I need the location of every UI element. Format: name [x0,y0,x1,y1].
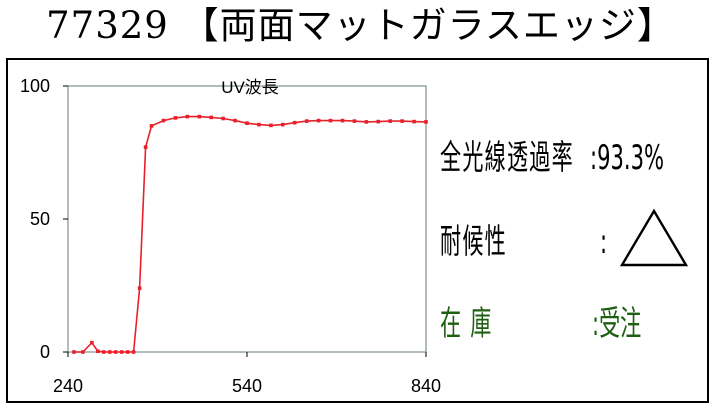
durability-label: 耐候性 [440,222,507,262]
data-point [143,145,148,149]
data-point [102,350,106,354]
data-point [90,340,94,345]
data-point [137,286,142,290]
data-point [209,115,213,120]
data-point [316,118,321,123]
x-tick-label: 240 [53,376,83,396]
data-point [185,114,190,119]
data-point [352,119,357,123]
data-point [412,119,416,124]
y-tick-label: 100 [20,76,50,96]
data-point [131,350,136,354]
data-point [125,350,130,354]
data-point [245,121,249,125]
data-point [173,116,178,120]
durability-triangle-icon [619,208,689,267]
data-point [281,122,285,127]
durability-colon: : [600,222,608,262]
plot-area [67,85,427,353]
data-point [292,120,297,125]
data-point [96,349,100,353]
data-point [328,118,333,123]
y-tick-label: 0 [40,342,50,362]
product-title: 77329 【両面マットガラスエッジ】 [46,4,675,47]
x-tick-label: 840 [411,376,441,396]
data-point [400,119,404,123]
data-point [269,123,273,128]
chart-title: UV波長 [221,78,279,97]
product-card [6,58,709,403]
y-tick-label: 50 [30,209,50,229]
data-point [376,119,381,124]
data-point [149,124,154,128]
transmittance-value: :93.3% [590,138,665,178]
data-point [424,120,428,124]
data-point [388,119,392,123]
data-point [113,350,118,354]
data-point [197,114,202,119]
data-point [257,122,261,127]
data-point [364,120,369,124]
stock-label: 在 庫 [440,304,493,344]
data-point [81,350,85,354]
x-tick-label: 540 [232,376,262,396]
data-point [72,350,76,354]
data-point [221,116,225,121]
data-point [304,119,309,123]
data-point [161,118,166,123]
data-point [119,350,124,354]
data-point [233,118,237,123]
data-point [340,118,345,123]
transmittance-label: 全光線透過率 [440,138,574,178]
stock-value: :受注 [592,304,642,344]
data-point [108,350,112,354]
